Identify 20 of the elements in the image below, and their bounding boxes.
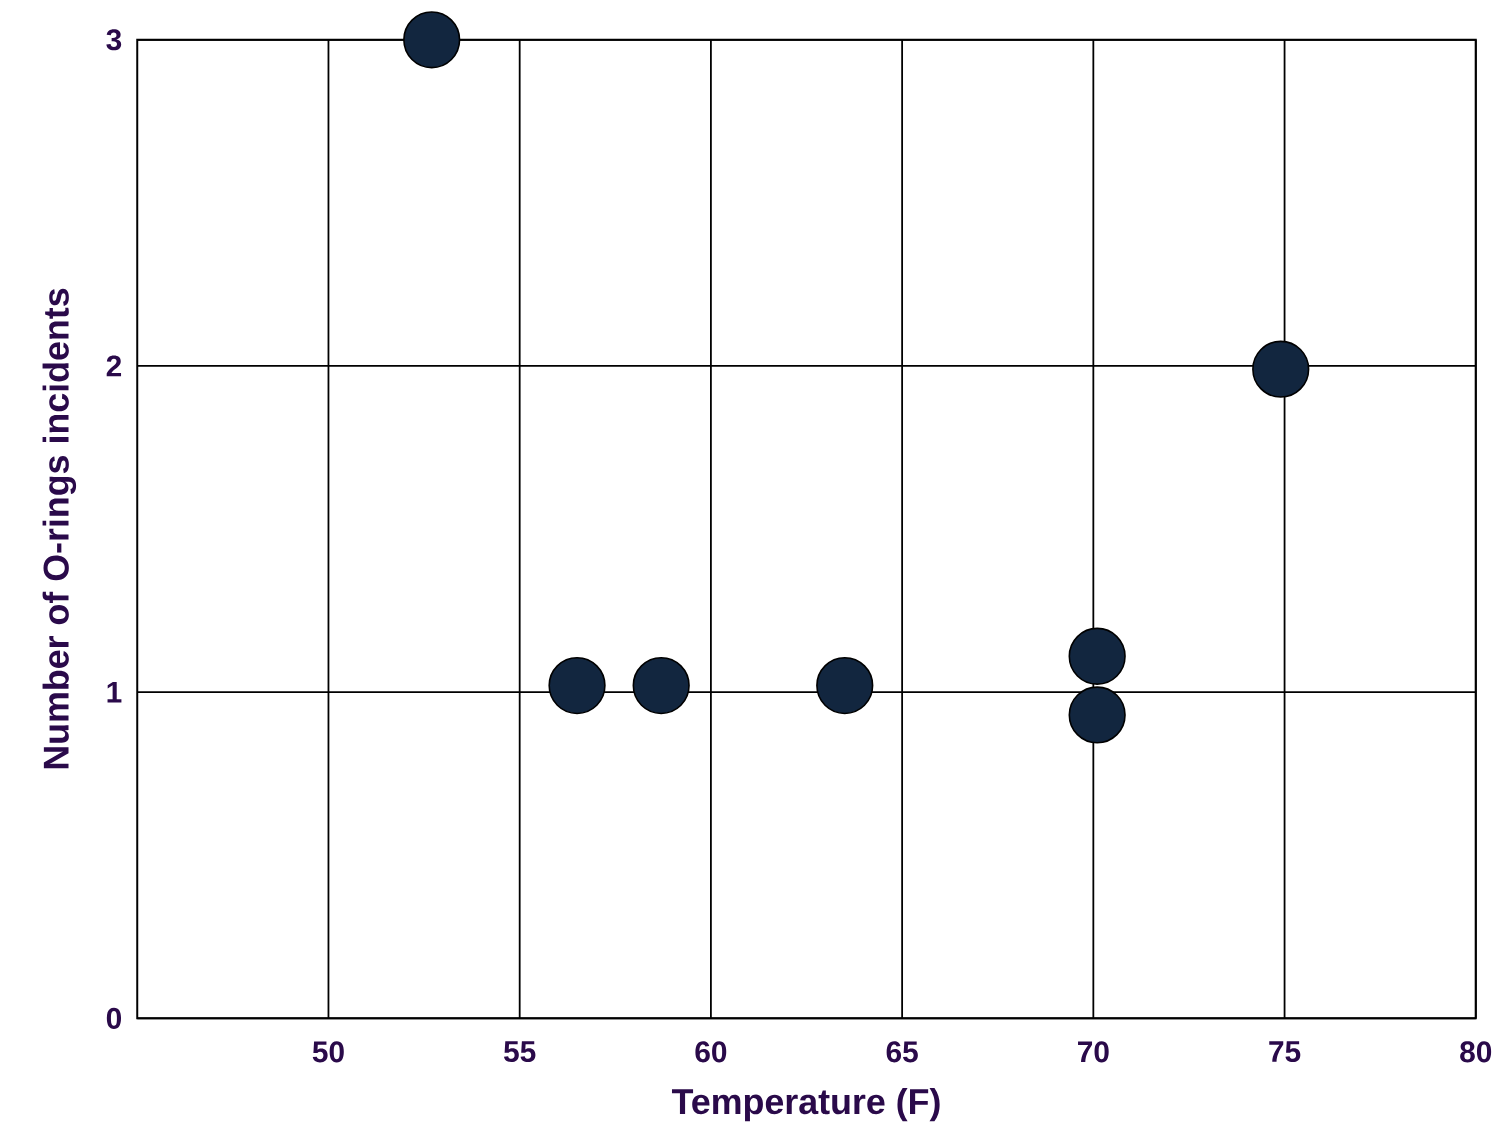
y-axis-title: Number of O-rings incidents — [42, 289, 77, 769]
y-tick-label: 3 — [106, 29, 122, 51]
point — [1068, 686, 1126, 744]
point — [548, 657, 606, 715]
y-tick-label: 2 — [106, 355, 122, 377]
point — [1252, 340, 1310, 399]
x-tick-label: 60 — [695, 1041, 727, 1063]
x-tick-label: 50 — [312, 1041, 344, 1063]
y-tick-label: 1 — [107, 682, 122, 703]
point — [403, 11, 461, 69]
x-tick-label: 55 — [503, 1041, 536, 1063]
x-axis-title: Temperature (F) — [671, 1088, 940, 1122]
x-tick-label: 65 — [886, 1041, 918, 1063]
y-tick-label: 0 — [106, 1007, 122, 1030]
x-tick-label: 70 — [1078, 1041, 1109, 1063]
point — [1068, 627, 1126, 686]
point — [632, 657, 690, 715]
x-tick-label: 80 — [1460, 1041, 1492, 1063]
point — [816, 657, 874, 715]
x-tick-label: 75 — [1269, 1041, 1301, 1063]
